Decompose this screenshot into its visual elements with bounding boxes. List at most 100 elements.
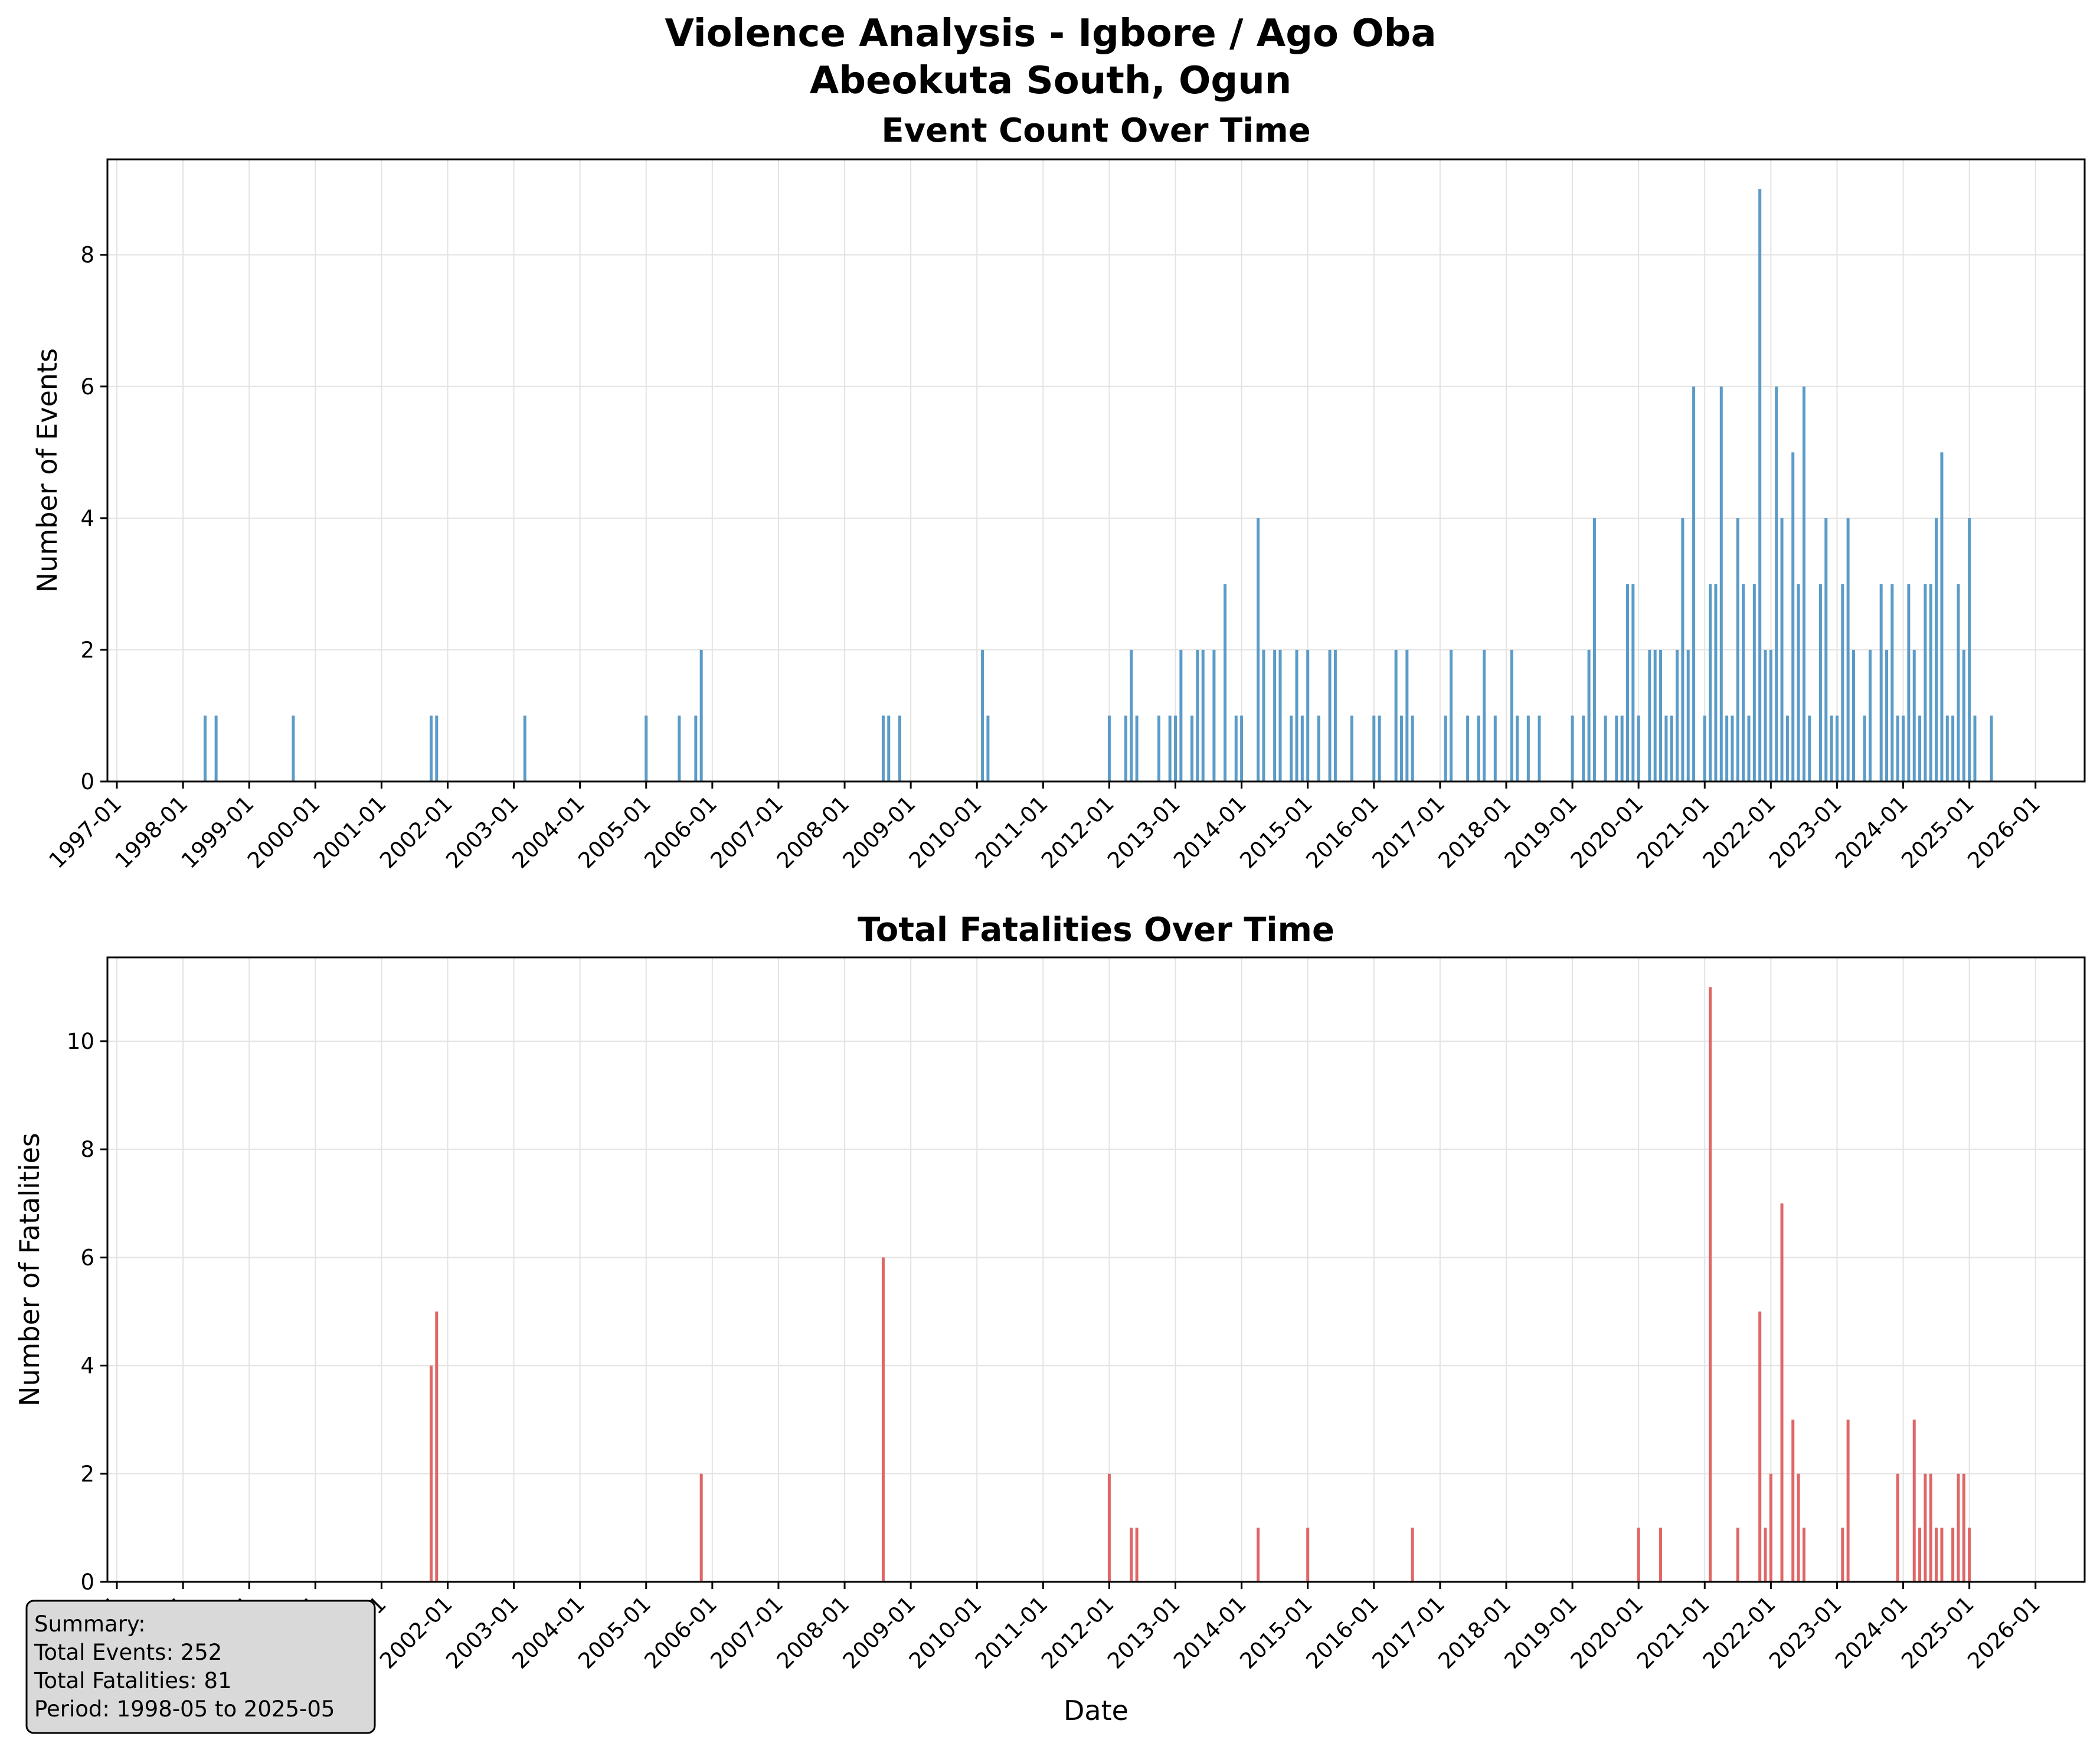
events-bar — [1450, 649, 1453, 781]
events-bar — [881, 715, 885, 781]
events-bar — [1725, 715, 1729, 781]
figure-title-line2: Abeokuta South, Ogun — [810, 59, 1292, 103]
events-bar — [203, 715, 207, 781]
events-bar — [1306, 649, 1310, 781]
events-bar — [1295, 649, 1298, 781]
events-bar — [1935, 518, 1938, 781]
events-bar — [645, 715, 648, 781]
events-bar — [1378, 715, 1381, 781]
events-bar — [1957, 584, 1960, 781]
events-ytick-label: 4 — [80, 506, 94, 531]
events-xtick-label: 2000-01 — [243, 791, 325, 874]
fatalities-chart-title: Total Fatalities Over Time — [858, 911, 1334, 949]
events-bar — [1879, 584, 1883, 781]
events-bar — [1240, 715, 1244, 781]
events-bar — [1785, 715, 1789, 781]
fatalities-bar — [881, 1257, 885, 1582]
events-xtick-label: 2016-01 — [1301, 791, 1383, 874]
events-bar — [1802, 386, 1805, 781]
events-bar — [1945, 715, 1949, 781]
events-bar — [1212, 649, 1216, 781]
events-bar — [1758, 189, 1762, 781]
events-bar — [1394, 649, 1398, 781]
events-bar — [1328, 649, 1332, 781]
events-xtick-label: 2014-01 — [1169, 791, 1251, 874]
events-bar — [1333, 649, 1337, 781]
events-bar — [1990, 715, 1993, 781]
events-xtick-label: 2026-01 — [1962, 791, 2045, 874]
fatalities-ytick-label: 2 — [80, 1461, 94, 1487]
fatalities-xtick-label: 2006-01 — [639, 1591, 722, 1674]
fatalities-bar — [1791, 1420, 1795, 1582]
events-bar — [1951, 715, 1955, 781]
events-chart-title: Event Count Over Time — [881, 112, 1310, 150]
events-xtick-label: 2013-01 — [1103, 791, 1185, 874]
fatalities-bar — [1411, 1528, 1414, 1582]
events-bar — [1290, 715, 1293, 781]
events-bar — [1902, 715, 1905, 781]
events-bar — [1686, 649, 1690, 781]
fatalities-plot-frame — [106, 956, 2086, 1583]
events-bar — [1808, 715, 1811, 781]
fatalities-bar — [429, 1365, 433, 1582]
fatalities-xtick-label: 2014-01 — [1169, 1591, 1251, 1674]
events-bar — [1835, 715, 1839, 781]
events-bar — [1620, 715, 1624, 781]
events-bar — [1752, 584, 1756, 781]
fatalities-xtick-label: 2002-01 — [375, 1591, 457, 1674]
fatalities-xtick-label: 2023-01 — [1764, 1591, 1847, 1674]
events-bar — [1830, 715, 1833, 781]
fatalities-bar — [1758, 1311, 1762, 1582]
fatalities-xtick-label: 2022-01 — [1698, 1591, 1781, 1674]
events-bar — [1719, 386, 1723, 781]
fatalities-xtick-label: 2004-01 — [507, 1591, 590, 1674]
fatalities-bar — [699, 1473, 703, 1582]
events-bar — [1317, 715, 1320, 781]
fatalities-ytick-label: 10 — [67, 1029, 94, 1054]
events-bar — [887, 715, 891, 781]
fatalities-xtick-label: 2018-01 — [1434, 1591, 1516, 1674]
events-xtick-label: 2020-01 — [1566, 791, 1648, 874]
events-xtick-label: 1999-01 — [176, 791, 259, 874]
fatalities-xtick-label: 2021-01 — [1632, 1591, 1715, 1674]
fatalities-bar — [1769, 1473, 1772, 1582]
events-xtick-label: 2001-01 — [309, 791, 391, 874]
fatalities-bar — [1896, 1473, 1899, 1582]
events-bar — [1869, 649, 1872, 781]
events-bar — [1731, 715, 1734, 781]
events-bar — [1350, 715, 1353, 781]
events-bar — [1493, 715, 1497, 781]
fatalities-xtick-label: 2025-01 — [1896, 1591, 1979, 1674]
events-bar — [1625, 584, 1629, 781]
events-xtick-label: 2009-01 — [838, 791, 921, 874]
fatalities-xtick-label: 2008-01 — [772, 1591, 855, 1674]
fatalities-bar — [1924, 1473, 1927, 1582]
events-bar — [1918, 715, 1922, 781]
events-bar — [1742, 584, 1745, 781]
events-bar — [1615, 715, 1618, 781]
events-xtick-label: 2007-01 — [706, 791, 789, 874]
events-bar — [1411, 715, 1414, 781]
summary-total-events: Total Events: 252 — [34, 1640, 222, 1665]
events-bar — [1477, 715, 1480, 781]
fatalities-xtick-label: 2007-01 — [706, 1591, 789, 1674]
events-ytick-label: 6 — [80, 374, 94, 400]
events-bar — [1648, 649, 1651, 781]
fatalities-bar — [1736, 1528, 1739, 1582]
fatalities-bar — [1107, 1473, 1111, 1582]
fatalities-y-axis-label: Number of Fatalities — [14, 1133, 45, 1407]
events-bar — [1747, 715, 1751, 781]
events-bar — [214, 715, 218, 781]
events-bar — [1664, 715, 1668, 781]
events-bar — [1896, 715, 1899, 781]
events-bar — [1168, 715, 1172, 781]
events-bar — [1670, 715, 1673, 781]
events-bar — [1526, 715, 1530, 781]
fatalities-bar — [1912, 1420, 1916, 1582]
events-ytick-label: 8 — [80, 243, 94, 268]
events-bar — [1736, 518, 1739, 781]
fatalities-xtick-label: 2009-01 — [838, 1591, 921, 1674]
fatalities-bar — [1780, 1203, 1784, 1582]
events-bar — [1846, 518, 1850, 781]
events-bar — [678, 715, 681, 781]
